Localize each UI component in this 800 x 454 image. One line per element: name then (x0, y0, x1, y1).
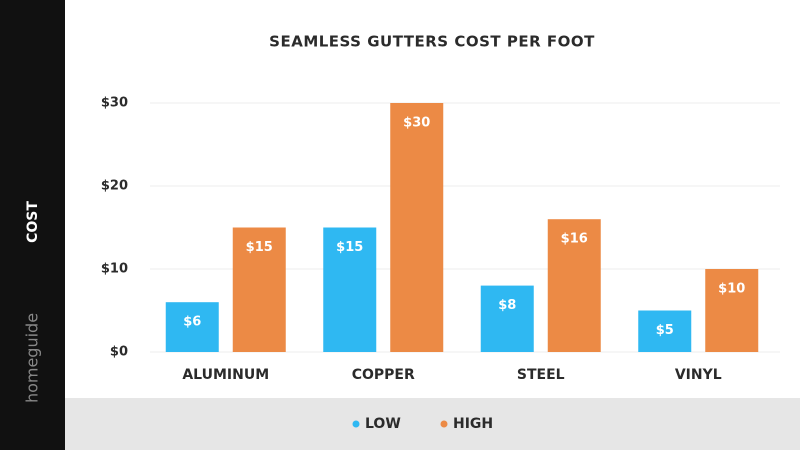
value-label: $15 (246, 240, 273, 255)
value-label: $15 (336, 240, 363, 255)
x-tick-label: COPPER (352, 367, 415, 383)
value-label: $5 (656, 323, 674, 338)
y-tick-label: $0 (110, 345, 128, 360)
bar (232, 227, 286, 352)
value-label: $30 (403, 116, 430, 131)
bar (705, 269, 759, 352)
x-tick-label: STEEL (517, 367, 565, 383)
value-label: $6 (183, 315, 201, 330)
y-tick-label: $20 (101, 179, 128, 194)
value-label: $16 (561, 232, 588, 247)
x-tick-label: VINYL (675, 367, 722, 383)
bar (323, 227, 377, 352)
chart-title: SEAMLESS GUTTERS COST PER FOOT (269, 33, 595, 51)
bar (165, 302, 219, 352)
brand: homeguide (23, 313, 42, 403)
legend-label: LOW (365, 416, 401, 432)
value-label: $10 (718, 282, 745, 297)
legend-swatch (440, 420, 448, 428)
bar (547, 219, 601, 352)
y-tick-label: $30 (101, 96, 128, 111)
legend-band (65, 398, 800, 450)
value-label: $8 (498, 298, 516, 313)
y-tick-label: $10 (101, 262, 128, 277)
bar (390, 103, 444, 352)
y-axis-label: COST (25, 201, 41, 243)
legend-swatch (352, 420, 360, 428)
x-tick-label: ALUMINUM (182, 367, 269, 383)
side-strip (0, 0, 65, 450)
legend-label: HIGH (453, 416, 493, 432)
bar (638, 310, 692, 352)
bar (480, 285, 534, 352)
